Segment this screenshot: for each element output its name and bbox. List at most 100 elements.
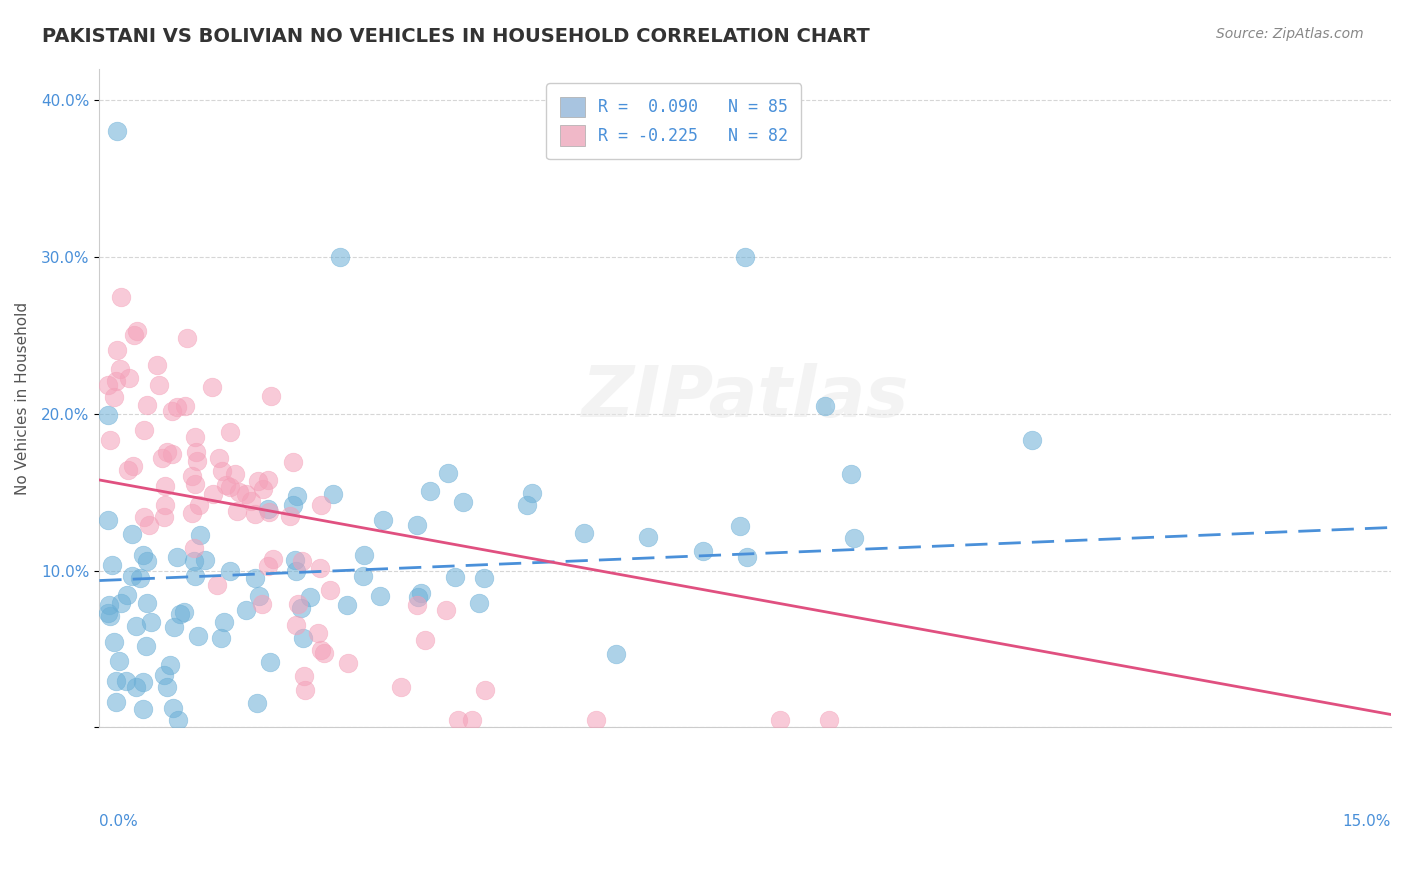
Point <box>212 615 235 630</box>
Point <box>117 462 139 476</box>
Point <box>228 485 250 500</box>
Point <box>187 629 209 643</box>
Point <box>257 558 280 573</box>
Point <box>103 635 125 649</box>
Point <box>247 474 270 488</box>
Point <box>190 527 212 541</box>
Text: PAKISTANI VS BOLIVIAN NO VEHICLES IN HOUSEHOLD CORRELATION CHART: PAKISTANI VS BOLIVIAN NO VEHICLES IN HOU… <box>42 27 870 45</box>
Point <box>219 425 242 439</box>
Point <box>97 409 120 423</box>
Point <box>201 487 224 501</box>
Point <box>219 480 242 494</box>
Point <box>415 633 437 648</box>
Point <box>110 362 132 376</box>
Point <box>153 510 176 524</box>
Point <box>284 565 307 579</box>
Point <box>174 399 197 413</box>
Point <box>336 598 359 612</box>
Point <box>353 569 375 583</box>
Point <box>166 549 188 564</box>
Point <box>250 597 273 611</box>
Point <box>160 447 183 461</box>
Point <box>240 493 263 508</box>
Point <box>235 603 257 617</box>
Point <box>166 713 188 727</box>
Legend: R =  0.090   N = 85, R = -0.225   N = 82: R = 0.090 N = 85, R = -0.225 N = 82 <box>547 84 801 159</box>
Point <box>180 468 202 483</box>
Point <box>472 571 495 585</box>
Point <box>256 501 278 516</box>
Point <box>132 423 155 437</box>
Point <box>769 713 792 727</box>
Point <box>115 673 138 688</box>
Point <box>176 331 198 345</box>
Point <box>169 607 191 621</box>
Point <box>128 571 150 585</box>
Point <box>122 328 145 343</box>
Point <box>287 597 309 611</box>
Point <box>409 585 432 599</box>
Point <box>97 513 120 527</box>
Point <box>281 455 304 469</box>
Point <box>419 483 441 498</box>
Point <box>105 343 128 357</box>
Point <box>153 668 176 682</box>
Point <box>243 507 266 521</box>
Point <box>814 399 837 413</box>
Point <box>173 606 195 620</box>
Point <box>451 495 474 509</box>
Point <box>166 400 188 414</box>
Point <box>370 589 392 603</box>
Point <box>183 554 205 568</box>
Point <box>139 615 162 630</box>
Point <box>572 525 595 540</box>
Point <box>309 498 332 512</box>
Point <box>235 487 257 501</box>
Point <box>153 499 176 513</box>
Point <box>181 506 204 520</box>
Text: 15.0%: 15.0% <box>1343 814 1391 829</box>
Point <box>136 554 159 568</box>
Point <box>150 450 173 465</box>
Point <box>224 467 246 482</box>
Point <box>262 551 284 566</box>
Point <box>605 647 627 661</box>
Point <box>278 509 301 524</box>
Point <box>211 464 233 478</box>
Point <box>252 482 274 496</box>
Point <box>146 358 169 372</box>
Point <box>108 654 131 668</box>
Point <box>121 568 143 582</box>
Point <box>131 702 153 716</box>
Point <box>389 680 412 694</box>
Point <box>437 466 460 480</box>
Point <box>183 541 205 555</box>
Y-axis label: No Vehicles in Household: No Vehicles in Household <box>15 301 30 494</box>
Point <box>406 599 429 613</box>
Text: 0.0%: 0.0% <box>100 814 138 829</box>
Point <box>474 682 496 697</box>
Point <box>186 445 208 459</box>
Point <box>292 668 315 682</box>
Point <box>839 467 862 482</box>
Point <box>256 473 278 487</box>
Text: Source: ZipAtlas.com: Source: ZipAtlas.com <box>1216 27 1364 41</box>
Point <box>447 713 470 727</box>
Point <box>155 445 177 459</box>
Point <box>97 377 120 392</box>
Point <box>105 124 128 138</box>
Point <box>136 596 159 610</box>
Point <box>97 607 120 621</box>
Point <box>105 673 128 688</box>
Point <box>162 701 184 715</box>
Point <box>307 626 329 640</box>
Point <box>406 518 429 533</box>
Point <box>118 370 141 384</box>
Point <box>184 569 207 583</box>
Point <box>353 548 375 562</box>
Point <box>291 554 314 568</box>
Text: ZIPatlas: ZIPatlas <box>582 363 908 433</box>
Point <box>159 657 181 672</box>
Point <box>184 430 207 444</box>
Point <box>209 631 232 645</box>
